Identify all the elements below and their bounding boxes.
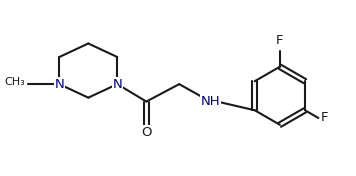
Text: F: F xyxy=(276,34,284,47)
Text: F: F xyxy=(321,111,329,124)
Text: O: O xyxy=(141,126,152,139)
Text: N: N xyxy=(54,78,64,91)
Text: NH: NH xyxy=(200,95,220,108)
Text: N: N xyxy=(112,78,122,91)
Text: CH₃: CH₃ xyxy=(5,77,25,87)
